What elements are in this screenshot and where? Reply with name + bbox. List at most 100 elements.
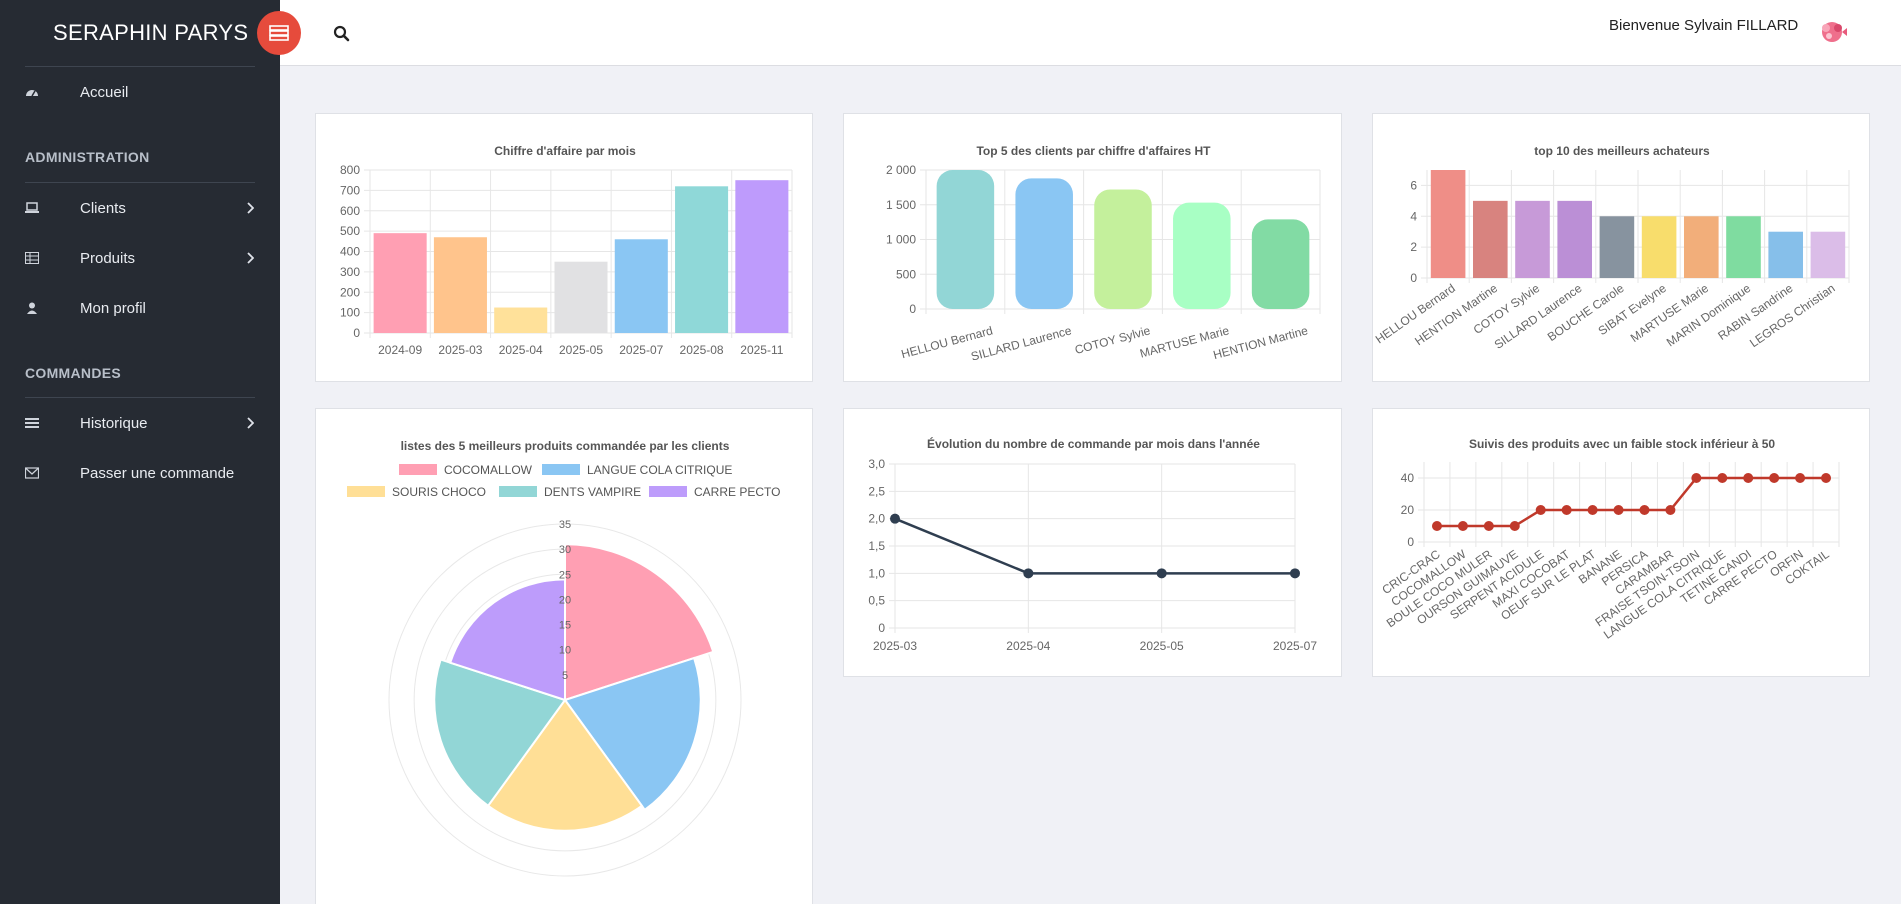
y-tick-label: 0 bbox=[353, 326, 360, 340]
bar-chart-top10-buyers: top 10 des meilleurs achateurs6420HELLOU… bbox=[1373, 144, 1850, 352]
sidebar-item-label: Produits bbox=[80, 249, 136, 267]
chart-card-revenue: Chiffre d'affaire par mois 800 700 600 500 40… bbox=[315, 113, 813, 382]
y-tick-label: 500 bbox=[896, 267, 916, 281]
chart-title: listes des 5 meilleurs produits commandé… bbox=[401, 439, 730, 453]
data-point bbox=[1156, 568, 1167, 579]
x-tick-label: 2025-05 bbox=[1140, 639, 1184, 653]
data-point bbox=[1717, 473, 1728, 483]
y-tick-label: 6 bbox=[1410, 178, 1417, 192]
server-icon bbox=[269, 25, 289, 41]
chart-card-top-products: listes des 5 meilleurs produits commandé… bbox=[315, 408, 813, 904]
bar bbox=[1430, 170, 1466, 278]
y-tick-label: 400 bbox=[340, 245, 360, 259]
avatar[interactable] bbox=[1817, 19, 1847, 45]
y-tick-label: 100 bbox=[340, 306, 360, 320]
bar bbox=[735, 180, 789, 333]
polar-segment bbox=[433, 658, 567, 808]
data-point bbox=[890, 513, 900, 524]
chart-title: top 10 des meilleurs achateurs bbox=[1534, 144, 1710, 158]
sidebar-item-label: Passer une commande bbox=[80, 464, 235, 482]
bar bbox=[1015, 178, 1073, 309]
y-tick-label: 200 bbox=[340, 285, 360, 299]
sidebar-item-label: Clients bbox=[80, 199, 126, 217]
legend-swatch bbox=[499, 486, 537, 497]
data-point bbox=[1509, 521, 1520, 531]
menu-toggle-button[interactable] bbox=[257, 11, 301, 55]
list-icon bbox=[25, 418, 39, 428]
y-tick-label: 0,5 bbox=[868, 594, 885, 608]
r-tick-label: 20 bbox=[559, 594, 571, 606]
sidebar-item-accueil[interactable]: Accueil bbox=[0, 72, 280, 112]
series-line bbox=[1436, 476, 1827, 528]
legend-swatch bbox=[399, 464, 437, 475]
sidebar-item-historique[interactable]: Historique bbox=[0, 403, 280, 443]
data-point bbox=[1795, 473, 1806, 483]
line-chart-low-stock: Suivis des produits avec un faible stock… bbox=[1379, 437, 1840, 642]
chart-card-low-stock: Suivis des produits avec un faible stock… bbox=[1372, 408, 1870, 677]
x-tick-label: 2025-03 bbox=[873, 639, 917, 653]
data-point bbox=[1483, 521, 1494, 531]
bar bbox=[1810, 231, 1846, 278]
polar-ring bbox=[388, 523, 742, 877]
data-point bbox=[1691, 473, 1702, 483]
topbar: Bienvenue Sylvain FILLARD bbox=[280, 0, 1901, 66]
bar bbox=[1094, 189, 1152, 309]
bar bbox=[554, 261, 608, 333]
x-tick-label: 2025-05 bbox=[559, 343, 603, 357]
dashboard-icon bbox=[26, 90, 38, 97]
data-point bbox=[1290, 568, 1300, 579]
y-tick-label: 0 bbox=[909, 302, 916, 316]
chevron-right-icon bbox=[247, 202, 254, 214]
data-point bbox=[1743, 473, 1754, 483]
x-tick-label: 2025-11 bbox=[740, 343, 783, 357]
divider bbox=[25, 182, 255, 183]
bar bbox=[1641, 216, 1677, 278]
legend-label: COCOMALLOW bbox=[444, 463, 533, 477]
polar-segment bbox=[563, 656, 702, 812]
data-point bbox=[1613, 505, 1624, 515]
y-tick-label: 800 bbox=[340, 163, 360, 177]
sidebar-item-passer-commande[interactable]: Passer une commande bbox=[0, 453, 280, 493]
r-tick-label: 10 bbox=[559, 645, 571, 657]
sidebar-item-mon-profil[interactable]: Mon profil bbox=[0, 288, 280, 328]
bar bbox=[1251, 219, 1310, 309]
search-icon[interactable] bbox=[333, 25, 351, 43]
r-tick-label: 35 bbox=[559, 519, 571, 531]
bar bbox=[1768, 231, 1804, 278]
chart-card-top10-buyers: top 10 des meilleurs achateurs 6 4 2 0 HELLOU… bbox=[1372, 113, 1870, 382]
y-tick-label: 0 bbox=[878, 621, 885, 635]
sidebar-item-clients[interactable]: Clients bbox=[0, 188, 280, 228]
sidebar-item-label: Accueil bbox=[80, 83, 129, 101]
y-tick-label: 1,0 bbox=[868, 566, 885, 580]
bar bbox=[433, 237, 487, 333]
legend-swatch bbox=[347, 486, 385, 497]
welcome-text: Bienvenue Sylvain FILLARD bbox=[1609, 17, 1799, 34]
sidebar: SERAPHIN PARYS Accueil ADMINISTRATION Cl… bbox=[0, 0, 280, 904]
legend-label: SOURIS CHOCO bbox=[392, 485, 486, 499]
section-title-commandes: COMMANDES bbox=[25, 365, 122, 381]
y-tick-label: 20 bbox=[1401, 503, 1415, 517]
y-tick-label: 2 000 bbox=[886, 163, 916, 177]
table-icon bbox=[25, 252, 39, 264]
legend-label: LANGUE COLA CITRIQUE bbox=[587, 463, 732, 477]
r-tick-label: 30 bbox=[559, 544, 571, 556]
y-tick-label: 1 500 bbox=[886, 198, 916, 212]
chart-title: Top 5 des clients par chiffre d'affaires… bbox=[976, 144, 1211, 158]
laptop-icon bbox=[25, 202, 39, 213]
user-icon bbox=[27, 302, 37, 314]
section-title-administration: ADMINISTRATION bbox=[25, 149, 150, 165]
sidebar-item-produits[interactable]: Produits bbox=[0, 238, 280, 278]
x-tick-label: 2024-09 bbox=[378, 343, 422, 357]
polar-chart-top-products: listes des 5 meilleurs produits commandé… bbox=[347, 439, 780, 877]
y-tick-label: 2,5 bbox=[868, 484, 885, 498]
data-point bbox=[1561, 505, 1572, 515]
y-tick-label: 600 bbox=[340, 204, 360, 218]
bar bbox=[936, 170, 995, 309]
x-tick-label: 2025-04 bbox=[499, 343, 543, 357]
sidebar-item-label: Historique bbox=[80, 414, 148, 432]
bar bbox=[1683, 216, 1719, 278]
y-tick-label: 300 bbox=[340, 265, 360, 279]
envelope-icon bbox=[25, 467, 39, 479]
brand-title: SERAPHIN PARYS bbox=[53, 20, 249, 45]
legend-label: DENTS VAMPIRE bbox=[544, 485, 641, 499]
